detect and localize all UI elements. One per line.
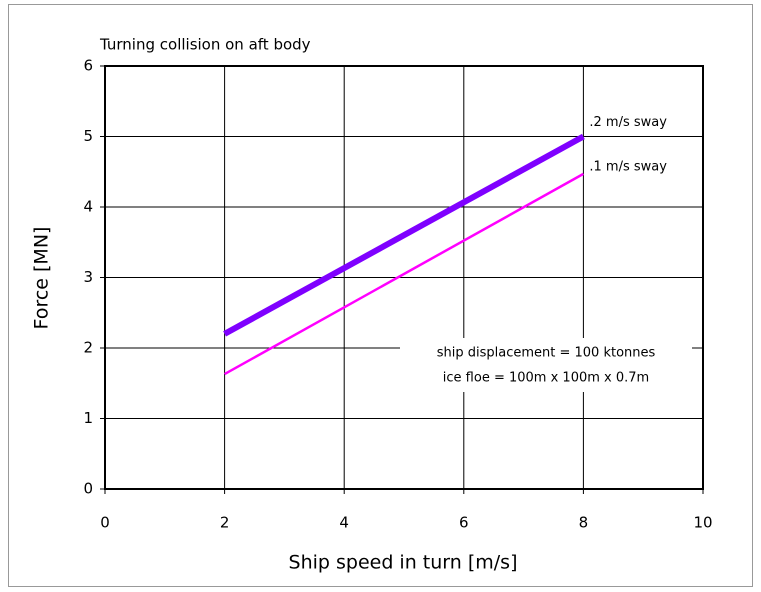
plot-border: [104, 65, 704, 490]
y-tick-label: 4: [83, 198, 93, 216]
series-label: .1 m/s sway: [589, 159, 667, 174]
frame: [8, 4, 753, 587]
annotation: ship displacement = 100 ktonnes: [437, 346, 656, 361]
chart-title: Turning collision on aft body: [99, 36, 311, 54]
x-tick-label: 0: [100, 514, 110, 532]
series-label: .2 m/s sway: [589, 115, 667, 130]
y-axis-label: Force [MN]: [31, 227, 53, 330]
x-tick-label: 4: [339, 514, 349, 532]
x-tick-label: 6: [459, 514, 469, 532]
x-tick-label: 2: [220, 514, 230, 532]
y-tick-label: 6: [83, 57, 93, 75]
series-line: [223, 172, 585, 376]
y-tick-label: 3: [83, 268, 93, 286]
y-tick-label: 0: [83, 480, 93, 498]
series-line: [223, 133, 585, 337]
y-tick-label: 1: [83, 409, 93, 427]
x-tick-label: 10: [693, 514, 712, 532]
y-tick-label: 2: [83, 339, 93, 357]
y-tick-label: 5: [83, 127, 93, 145]
annotation-box: [400, 338, 692, 392]
x-axis-label: Ship speed in turn [m/s]: [289, 552, 518, 574]
annotation: ice floe = 100m x 100m x 0.7m: [443, 371, 649, 386]
x-tick-label: 8: [579, 514, 589, 532]
